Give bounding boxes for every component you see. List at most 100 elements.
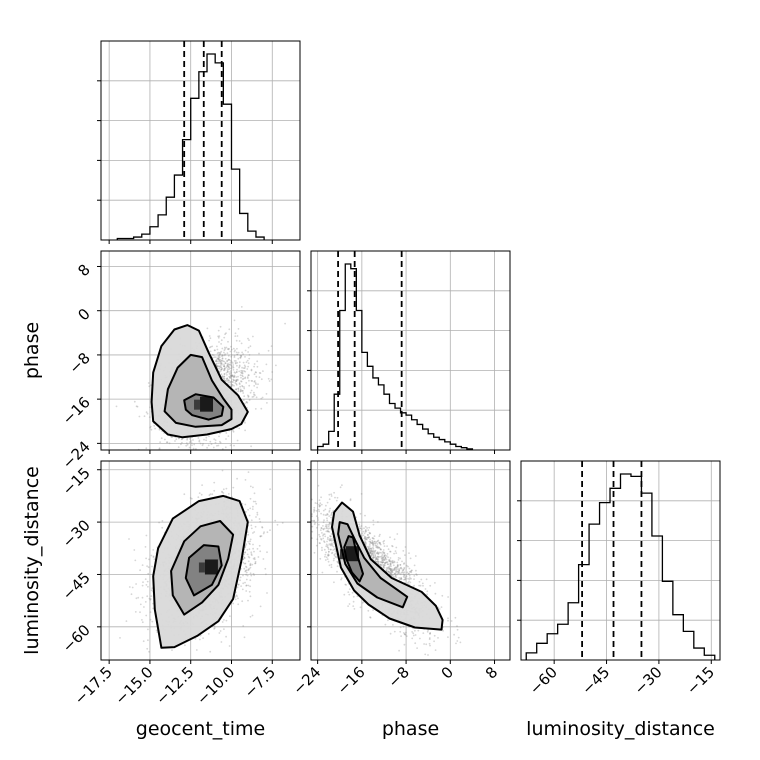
sample-point (211, 345, 214, 348)
sample-point (252, 532, 254, 534)
sample-point (218, 360, 221, 363)
sample-point (234, 362, 237, 365)
sample-point (242, 574, 244, 577)
sample-point (165, 441, 168, 444)
sample-point (144, 601, 147, 603)
sample-point (232, 602, 235, 605)
sample-point (255, 371, 257, 374)
sample-point (225, 452, 227, 454)
sample-point (239, 356, 242, 359)
sample-point (212, 446, 215, 449)
sample-point (253, 393, 255, 396)
sample-point (184, 455, 186, 457)
sample-point (136, 405, 139, 408)
sample-point (235, 452, 237, 454)
sample-point (217, 329, 220, 332)
sample-point (238, 370, 241, 373)
hist-frame-phase (310, 250, 511, 451)
sample-point (250, 369, 253, 372)
sample-point (233, 384, 235, 387)
sample-point (219, 630, 222, 632)
sample-point (226, 377, 229, 380)
sample-point (239, 385, 242, 388)
sample-point (240, 585, 243, 587)
sample-point (161, 526, 164, 529)
sample-point (249, 566, 252, 569)
sample-point (223, 373, 226, 376)
sample-point (232, 430, 235, 433)
sample-point (237, 328, 240, 330)
sample-point (149, 425, 152, 428)
sample-point (240, 371, 242, 374)
sample-point (231, 374, 234, 377)
sample-point (222, 360, 225, 362)
sample-point (256, 360, 259, 363)
sample-point (217, 351, 220, 354)
sample-point (216, 357, 219, 360)
sample-point (241, 600, 244, 603)
sample-point (237, 583, 240, 586)
sample-point (242, 353, 245, 355)
sample-point (257, 556, 260, 558)
sample-point (244, 551, 247, 553)
sample-point (215, 360, 218, 363)
sample-point (224, 446, 227, 449)
sample-point (219, 352, 222, 354)
sample-point (253, 365, 256, 368)
sample-point (217, 357, 220, 360)
sample-point (252, 500, 255, 503)
sample-point (261, 396, 264, 399)
sample-point (148, 650, 151, 653)
sample-point (249, 564, 252, 567)
sample-point (226, 374, 228, 376)
hist-frame-luminosity_distance (520, 460, 721, 661)
sample-point (246, 394, 249, 397)
sample-point (231, 384, 234, 386)
sample-point (235, 388, 238, 391)
sample-point (247, 540, 250, 543)
sample-point (220, 368, 223, 371)
sample-point (197, 437, 200, 439)
sample-point (236, 364, 238, 367)
sample-point (139, 569, 142, 572)
sample-point (185, 442, 188, 444)
sample-point (228, 359, 231, 361)
sample-point (236, 379, 239, 381)
sample-point (209, 337, 212, 340)
sample-point (239, 390, 242, 393)
sample-point (178, 458, 180, 460)
sample-point (246, 368, 249, 370)
sample-point (241, 385, 244, 387)
sample-point (259, 535, 262, 538)
sample-point (247, 351, 250, 353)
sample-point (220, 366, 223, 369)
sample-point (244, 562, 247, 565)
sample-point (230, 383, 233, 386)
sample-point (254, 394, 256, 396)
sample-point (257, 383, 259, 386)
sample-point (219, 440, 221, 443)
sample-point (223, 360, 226, 363)
sample-point (235, 382, 238, 385)
sample-point (234, 380, 237, 383)
sample-point (229, 359, 232, 362)
sample-point (227, 493, 230, 495)
sample-point (233, 374, 236, 377)
sample-point (217, 356, 220, 359)
sample-point (241, 374, 244, 377)
sample-point (229, 376, 231, 379)
sample-point (241, 385, 244, 388)
sample-point (255, 516, 257, 518)
sample-point (135, 597, 138, 600)
sample-point (219, 432, 221, 435)
sample-point (223, 354, 226, 357)
sample-point (232, 429, 234, 432)
sample-point (160, 458, 162, 460)
sample-point (230, 348, 233, 351)
sample-point (130, 593, 133, 596)
sample-point (253, 363, 256, 365)
sample-point (216, 362, 218, 365)
sample-point (133, 400, 136, 403)
sample-point (205, 439, 208, 442)
sample-point (284, 322, 286, 325)
